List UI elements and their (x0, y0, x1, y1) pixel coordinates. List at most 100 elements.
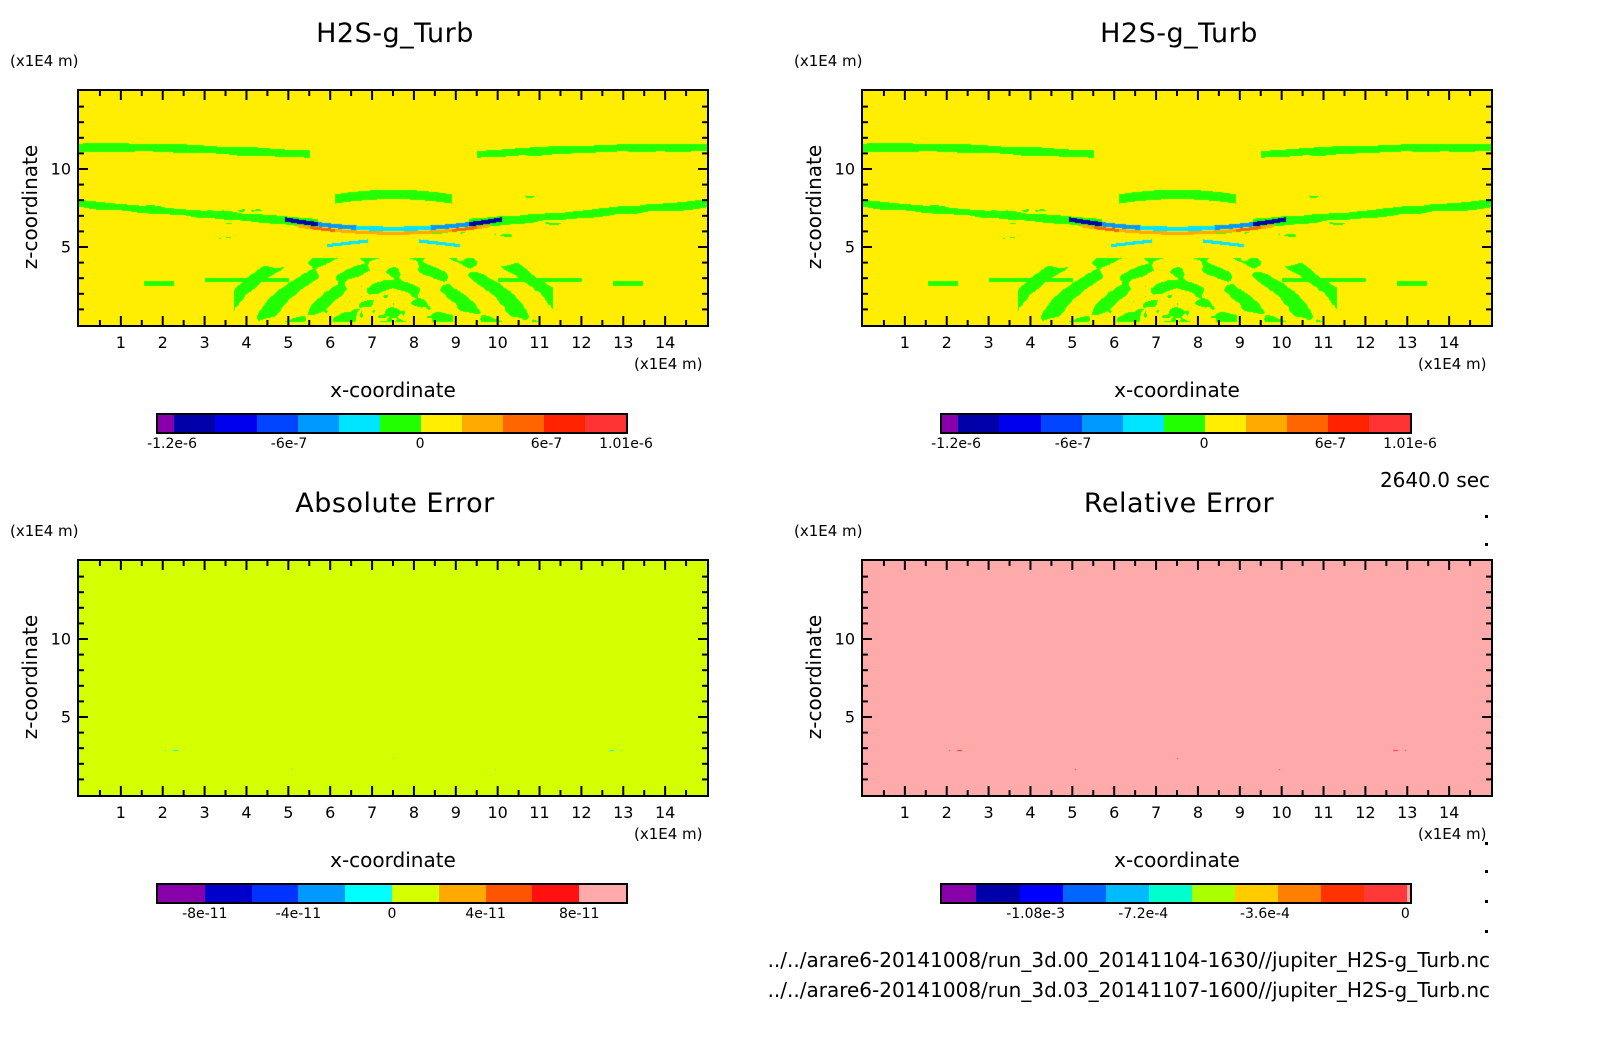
colorbar-segment (1321, 885, 1365, 902)
y-tick-label: 10 (834, 159, 855, 179)
heatmap-field (79, 91, 707, 325)
plot-title: Absolute Error (295, 488, 495, 519)
colorbar-segment (215, 415, 257, 432)
colorbar (156, 883, 628, 904)
heatmap-field (79, 561, 707, 795)
x-tick-label: 1 (899, 803, 910, 822)
colorbar-segment (579, 885, 626, 902)
file-path-1: ../../arare6-20141008/run_3d.00_20141104… (767, 948, 1490, 972)
plot-frame (861, 89, 1493, 327)
colorbar-tick-label: 4e-11 (465, 906, 506, 922)
colorbar-segment (1148, 885, 1192, 902)
plot-panel-tl: H2S-g_Turb (x1E4 m) z-coordinate (x1E4 m… (0, 0, 780, 470)
colorbar-segment (251, 885, 299, 902)
marker-dot (1485, 930, 1488, 933)
x-tick-label: 13 (613, 333, 634, 352)
colorbar-tick-label: 0 (1400, 906, 1410, 922)
colorbar-segment (298, 885, 346, 902)
colorbar-segment (1122, 415, 1164, 432)
colorbar-tick-label: -1.08e-3 (1006, 906, 1065, 922)
y-tick-label: 5 (844, 707, 855, 727)
plot-area (861, 89, 1493, 327)
x-tick-label: 2 (157, 333, 168, 352)
x-tick-label: 7 (366, 333, 378, 352)
plot-axes (77, 89, 709, 327)
marker-dot (1485, 543, 1488, 546)
y-axis-unit: (x1E4 m) (794, 522, 863, 540)
plot-panel-bl: Absolute Error (x1E4 m) z-coordinate (x1… (0, 470, 780, 940)
colorbar-segment (1040, 415, 1082, 432)
y-axis-unit: (x1E4 m) (10, 52, 79, 70)
colorbar-segment (1368, 415, 1410, 432)
x-tick-label: 6 (325, 333, 336, 352)
x-tick-label: 10 (1271, 803, 1292, 822)
x-tick-label: 11 (1313, 333, 1334, 352)
x-tick-label: 1 (899, 333, 910, 352)
colorbar (940, 413, 1412, 434)
x-axis-unit: (x1E4 m) (634, 825, 703, 843)
x-tick-label: 8 (1192, 803, 1204, 822)
plot-frame (77, 89, 709, 327)
x-tick-label: 14 (654, 803, 676, 822)
plot-title: H2S-g_Turb (1100, 18, 1258, 49)
colorbar-tick-label: 1.01e-6 (599, 436, 653, 452)
colorbar-tick-label: 0 (415, 436, 425, 452)
marker-dot (1485, 515, 1488, 518)
colorbar (940, 883, 1412, 904)
colorbar-tick-label: -8e-11 (182, 906, 228, 922)
x-axis-label: x-coordinate (1114, 848, 1240, 872)
x-tick-label: 8 (1192, 333, 1204, 352)
x-tick-label: 5 (1067, 803, 1078, 822)
y-tick-label: 10 (834, 629, 855, 649)
colorbar-segment (942, 885, 977, 902)
heatmap-field (863, 91, 1491, 325)
colorbar-segment (543, 415, 585, 432)
colorbar-segment (1081, 415, 1123, 432)
x-tick-label: 4 (241, 333, 252, 352)
marker-dot (1485, 900, 1488, 903)
colorbar-segment (1407, 885, 1410, 902)
x-tick-label: 8 (408, 803, 420, 822)
x-tick-label: 2 (941, 803, 952, 822)
plot-panel-tr: H2S-g_Turb (x1E4 m) z-coordinate (x1E4 m… (784, 0, 1564, 470)
x-tick-label: 14 (1438, 333, 1460, 352)
x-tick-label: 4 (1025, 333, 1036, 352)
plot-frame (861, 559, 1493, 797)
x-axis-unit: (x1E4 m) (634, 355, 703, 373)
x-tick-label: 3 (199, 803, 210, 822)
y-tick-label: 5 (60, 237, 71, 257)
colorbar-segment (1105, 885, 1149, 902)
plot-area (77, 89, 709, 327)
x-tick-label: 2 (941, 333, 952, 352)
colorbar-segment (999, 415, 1041, 432)
x-tick-label: 10 (1271, 333, 1292, 352)
colorbar-segment (438, 885, 486, 902)
x-tick-label: 5 (283, 333, 294, 352)
file-path-2: ../../arare6-20141008/run_3d.03_20141107… (767, 978, 1490, 1002)
x-tick-label: 14 (654, 333, 676, 352)
colorbar-segment (502, 415, 544, 432)
x-axis-unit: (x1E4 m) (1418, 355, 1487, 373)
marker-dot (1485, 842, 1488, 845)
colorbar-segment (420, 415, 462, 432)
colorbar-segment (174, 415, 216, 432)
colorbar-tick-label: -4e-11 (275, 906, 322, 922)
x-tick-label: 13 (1397, 333, 1418, 352)
y-tick-label: 5 (844, 237, 855, 257)
x-tick-label: 9 (1234, 333, 1245, 352)
y-tick-label: 10 (50, 159, 71, 179)
plot-area (77, 559, 709, 797)
x-tick-label: 4 (241, 803, 252, 822)
x-tick-label: 3 (983, 333, 994, 352)
x-axis-label: x-coordinate (1114, 378, 1240, 402)
x-tick-label: 5 (283, 803, 294, 822)
timestamp-label: 2640.0 sec (1379, 468, 1490, 492)
x-tick-label: 14 (1438, 803, 1460, 822)
colorbar-segment (1062, 885, 1106, 902)
x-axis-label: x-coordinate (330, 378, 456, 402)
colorbar-segment (1327, 415, 1369, 432)
x-tick-label: 11 (529, 333, 550, 352)
x-axis-unit: (x1E4 m) (1418, 825, 1487, 843)
colorbar-segment (1191, 885, 1236, 902)
colorbar-segment (379, 415, 421, 432)
